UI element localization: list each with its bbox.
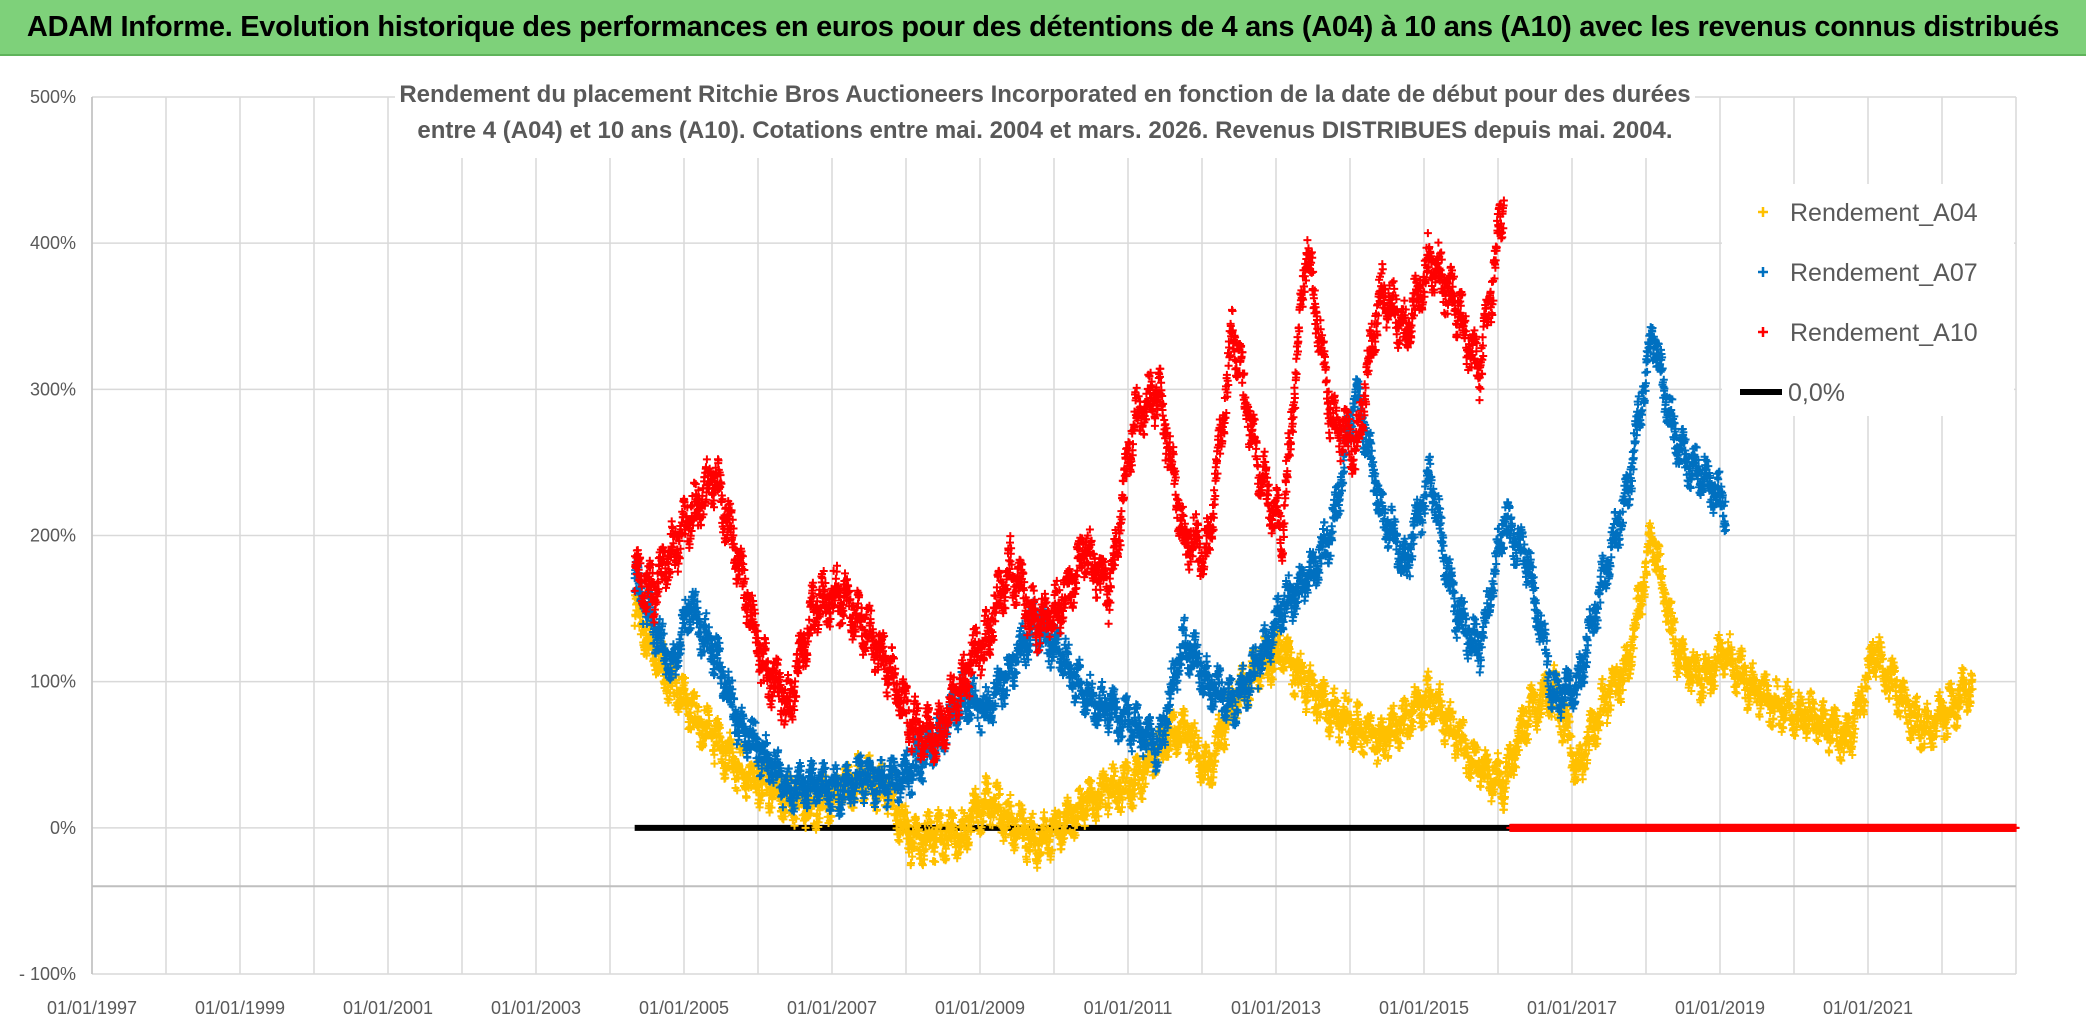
performance-chart: - 100%0%100%200%300%400%500% 01/01/1997 0… [0, 56, 2086, 1031]
report-title: ADAM Informe. Evolution historique des p… [26, 10, 2060, 43]
zero-line [634, 823, 2020, 832]
report-banner: ADAM Informe. Evolution historique des p… [0, 0, 2086, 56]
